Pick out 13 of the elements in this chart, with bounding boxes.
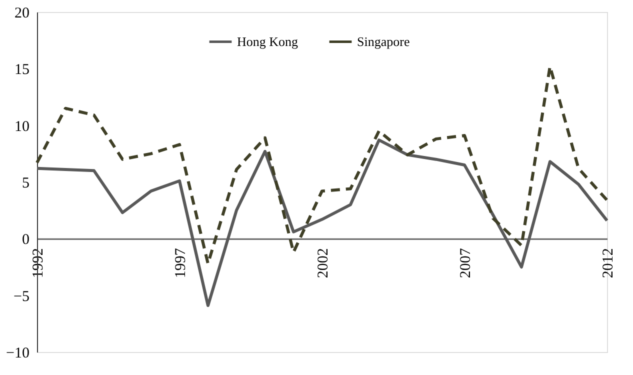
y-tick-label: −5 [14,288,30,305]
x-tick-label: 1997 [173,248,189,278]
y-tick-label: −10 [6,346,30,362]
x-tick-label: 2002 [316,248,332,278]
legend-label: Hong Kong [237,34,299,49]
x-tick-label: 2012 [600,248,616,278]
y-tick-label: 10 [14,118,30,135]
legend-label: Singapore [357,34,410,49]
y-tick-label: 20 [14,6,30,22]
x-tick-label: 2007 [458,248,474,278]
y-tick-label: 0 [22,232,30,248]
y-tick-label: 5 [22,176,30,192]
y-tick-label: 15 [14,62,30,78]
